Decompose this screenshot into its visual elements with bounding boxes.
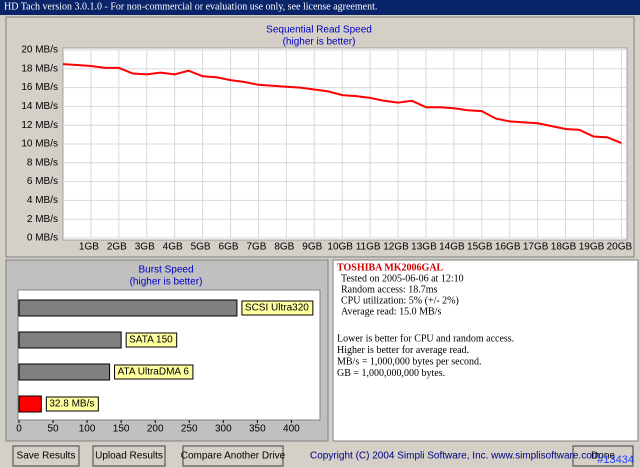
x-tick-label: 300: [215, 424, 232, 435]
button-label[interactable]: Save Results: [17, 451, 76, 462]
x-tick-label: 50: [47, 424, 59, 435]
x-tick-label: 1GB: [79, 242, 99, 253]
x-tick-label: 14GB: [439, 242, 465, 253]
bar: [18, 299, 238, 317]
x-tick-label: 150: [113, 424, 130, 435]
info-line: CPU utilization: 5% (+/- 2%): [341, 295, 459, 306]
bar: [18, 363, 111, 381]
bar-tag: [241, 300, 314, 316]
x-tick-label: 17GB: [523, 242, 549, 253]
button[interactable]: [572, 445, 634, 467]
info-panel: [332, 259, 639, 442]
button[interactable]: [182, 445, 284, 467]
x-tick-label: 400: [283, 424, 300, 435]
button[interactable]: [92, 445, 166, 467]
x-tick-label: 20GB: [607, 242, 633, 253]
x-tick-label: 3GB: [135, 242, 155, 253]
button[interactable]: [12, 445, 80, 467]
bar-tag: [125, 332, 178, 348]
drive-name: TOSHIBA MK2006GAL: [337, 262, 444, 273]
note-line: GB = 1,000,000,000 bytes.: [337, 368, 445, 379]
x-tick-label: 7GB: [246, 242, 266, 253]
y-tick-label: 20 MB/s: [21, 45, 58, 56]
x-tick-label: 200: [147, 424, 164, 435]
button-row: Save Results Upload Results Compare Anothe…: [12, 445, 634, 467]
y-tick-label: 12 MB/s: [21, 120, 58, 131]
y-tick-label: 18 MB/s: [21, 63, 58, 74]
chart-title: Burst Speed: [138, 265, 193, 276]
x-tick-label: 6GB: [219, 242, 239, 253]
bar-tag: [45, 396, 99, 412]
x-tick-label: 13GB: [411, 242, 437, 253]
x-tick-label: 350: [249, 424, 266, 435]
x-tick-label: 2GB: [107, 242, 127, 253]
x-tick-label: 10GB: [327, 242, 353, 253]
chart-title: Sequential Read Speed: [266, 25, 372, 36]
y-tick-label: 4 MB/s: [27, 195, 58, 206]
watermark: #13434: [597, 454, 634, 466]
title-bar: [0, 0, 640, 15]
note-line: MB/s = 1,000,000 bytes per second.: [337, 356, 482, 367]
y-tick-label: 16 MB/s: [21, 82, 58, 93]
read-line: [62, 63, 622, 145]
x-tick-label: 4GB: [163, 242, 183, 253]
x-tick-label: 11GB: [356, 242, 381, 253]
x-tick-label: 15GB: [467, 242, 493, 253]
note-line: Higher is better for average read.: [337, 345, 469, 356]
button-label[interactable]: Upload Results: [95, 451, 163, 462]
y-tick-label: 10 MB/s: [21, 139, 58, 150]
x-tick-label: 12GB: [383, 242, 409, 253]
x-tick-label: 9GB: [302, 242, 322, 253]
note-line: Lower is better for CPU and random acces…: [337, 333, 514, 344]
button-label[interactable]: Compare Another Drive: [181, 451, 286, 462]
button-label[interactable]: Done: [591, 451, 615, 462]
y-tick-label: 6 MB/s: [27, 176, 58, 187]
window-title: HD Tach version 3.0.1.0 - For non-commer…: [4, 1, 377, 12]
info-line: Random access: 18.7ms: [341, 284, 437, 295]
x-tick-label: 8GB: [274, 242, 294, 253]
x-tick-label: 250: [181, 424, 198, 435]
info-line: Tested on 2005-06-06 at 12:10: [341, 273, 464, 284]
bar: [18, 395, 42, 413]
chart-subtitle: (higher is better): [283, 37, 356, 48]
bar-label: SATA 150: [129, 335, 173, 346]
x-tick-label: 0: [16, 424, 22, 435]
bar-label: ATA UltraDMA 6: [118, 367, 190, 378]
x-tick-label: 100: [79, 424, 96, 435]
copyright: Copyright (C) 2004 Simpli Software, Inc.…: [310, 451, 600, 462]
x-tick-label: 16GB: [495, 242, 521, 253]
y-tick-label: 14 MB/s: [21, 101, 58, 112]
bar-label: SCSI Ultra320: [245, 303, 309, 314]
y-tick-label: 8 MB/s: [27, 157, 58, 168]
bar: [18, 331, 122, 349]
x-tick-label: 19GB: [579, 242, 605, 253]
chart-subtitle: (higher is better): [130, 277, 203, 288]
x-tick-label: 18GB: [551, 242, 577, 253]
x-tick-label: 5GB: [191, 242, 211, 253]
value-label: 32.8 MB/s: [49, 399, 94, 410]
bar-tag: [114, 364, 194, 380]
info-line: Average read: 15.0 MB/s: [341, 306, 441, 317]
y-tick-label: 2 MB/s: [27, 214, 58, 225]
y-tick-label: 0 MB/s: [27, 233, 58, 244]
